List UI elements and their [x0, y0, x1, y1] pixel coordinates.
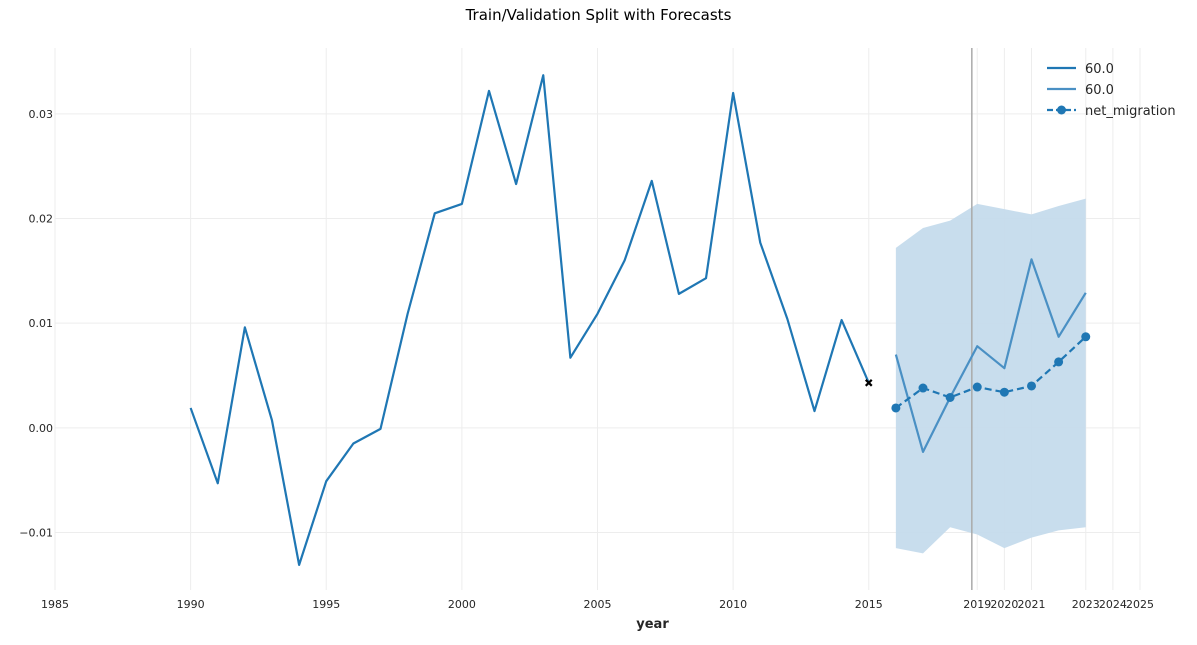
legend-label: 60.0 — [1085, 62, 1114, 77]
net-migration-point — [918, 383, 928, 393]
net-migration-point — [1054, 357, 1064, 367]
x-tick-label: 1995 — [312, 598, 340, 611]
train-end-marker — [864, 379, 873, 387]
forecast-confidence-band — [895, 198, 1086, 554]
legend-label: net_migration — [1085, 104, 1176, 119]
x-tick-label: 2010 — [719, 598, 747, 611]
x-tick-label: 2025 — [1126, 598, 1154, 611]
forecast-series-line — [894, 258, 1087, 453]
x-tick-label: 2021 — [1018, 598, 1046, 611]
x-tick-label: 2000 — [448, 598, 476, 611]
net-migration-point — [999, 387, 1009, 397]
x-tick-label: 2015 — [855, 598, 883, 611]
y-tick-label: −0.01 — [19, 526, 53, 539]
x-axis-label: year — [636, 617, 669, 632]
net-migration-point — [1081, 332, 1091, 342]
y-tick-label: 0.00 — [29, 422, 54, 435]
x-tick-label: 2023 — [1072, 598, 1100, 611]
net-migration-series-line — [895, 335, 1087, 409]
legend-marker — [1057, 105, 1066, 115]
train-series-line — [189, 74, 870, 566]
chart-title: Train/Validation Split with Forecasts — [465, 6, 732, 24]
legend-label: 60.0 — [1085, 83, 1114, 98]
y-tick-label: 0.03 — [29, 108, 54, 121]
y-tick-label: 0.01 — [29, 317, 54, 330]
x-tick-label: 2019 — [963, 598, 991, 611]
net-migration-point — [1027, 381, 1036, 391]
net-migration-point — [891, 403, 901, 413]
net-migration-point — [945, 392, 955, 402]
legend: 60.0 60.0 net_migration — [1047, 62, 1176, 119]
net-migration-point — [972, 382, 982, 392]
x-tick-label: 2024 — [1099, 598, 1127, 611]
x-tick-label: 1985 — [41, 598, 69, 611]
x-tick-label: 2020 — [990, 598, 1018, 611]
x-tick-label: 2005 — [584, 598, 612, 611]
x-tick-label: 1990 — [177, 598, 205, 611]
y-tick-label: 0.02 — [29, 213, 54, 226]
